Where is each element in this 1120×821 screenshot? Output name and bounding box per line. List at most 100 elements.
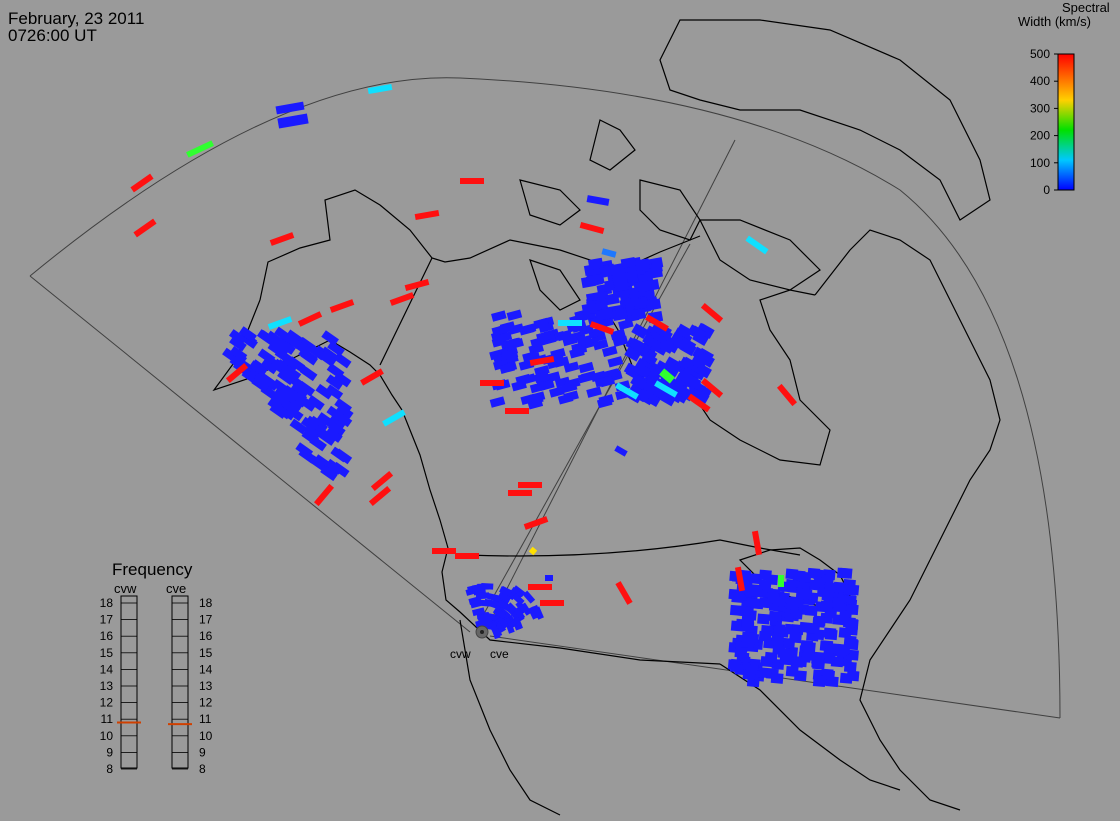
echo-cell <box>821 589 835 601</box>
frequency-title: Frequency <box>112 560 193 579</box>
echo-cell <box>274 348 293 364</box>
arctic-islands-3 <box>519 179 581 226</box>
echo-cell <box>684 373 702 390</box>
arctic-islands-2 <box>639 179 701 241</box>
echo-cell <box>578 361 595 374</box>
echo-cell <box>558 320 582 326</box>
echo-cell <box>315 383 334 400</box>
frequency-bar-cve <box>171 595 189 769</box>
echo-cell <box>634 258 651 271</box>
echo-cell <box>274 326 292 343</box>
echo-cell <box>581 302 598 315</box>
echo-cell <box>506 337 522 349</box>
echo-cell <box>499 586 513 597</box>
echo-cell <box>307 395 325 411</box>
echo-cell <box>289 418 308 435</box>
echo-cell <box>692 389 710 405</box>
frequency-panel: Frequency cvw cve 18 18 17 17 16 16 15 15 14 14 13… <box>100 560 213 776</box>
echo-cell <box>529 391 546 403</box>
date-label: February, 23 2011 <box>8 9 145 28</box>
echo-cells <box>130 83 860 688</box>
echo-cell <box>598 308 615 321</box>
echo-cell <box>382 409 406 427</box>
echo-cell <box>760 625 774 637</box>
echo-cell <box>766 592 780 604</box>
echo-cell <box>329 412 348 429</box>
echo-cell <box>325 384 344 401</box>
echo-cell <box>510 586 524 599</box>
echo-cell <box>257 348 276 365</box>
echo-cell <box>614 445 628 457</box>
echo-cell <box>490 624 501 638</box>
echo-cell <box>295 442 314 458</box>
echo-cell <box>329 299 355 313</box>
echo-cell <box>630 374 648 390</box>
frequency-ticks: 18 18 17 17 16 16 15 15 14 14 13 13 12 12 11 11 10 10 9 9 8 8 <box>100 596 213 776</box>
echo-cell <box>497 615 510 629</box>
echo-cell <box>749 573 763 585</box>
echo-cell <box>498 322 514 335</box>
echo-cell <box>287 356 306 373</box>
echo-cell <box>481 599 494 607</box>
echo-cell <box>540 600 564 606</box>
echo-cell <box>742 668 756 680</box>
echo-cell <box>480 380 504 386</box>
echo-cell <box>522 590 536 604</box>
labrador-coast <box>814 229 1001 561</box>
echo-cell <box>811 653 824 665</box>
echo-cell <box>259 373 277 389</box>
echo-cell <box>770 672 784 684</box>
echo-cell <box>389 292 415 306</box>
echo-cell <box>687 324 705 341</box>
echo-cell <box>697 352 715 368</box>
echo-cell <box>636 280 653 293</box>
frequency-tick-label: 14 <box>100 662 114 676</box>
echo-cell <box>778 575 784 587</box>
us-canada-border <box>465 539 801 557</box>
echo-cell <box>225 362 249 384</box>
alaska-south-coast <box>212 299 449 549</box>
echo-cell <box>630 308 647 321</box>
echo-cell <box>776 383 798 407</box>
echo-cell <box>539 379 555 391</box>
echo-cell <box>757 613 770 625</box>
echo-cell <box>825 676 839 688</box>
echo-cell <box>186 140 214 158</box>
echo-cell <box>647 266 663 279</box>
echo-cell <box>589 321 615 335</box>
fov-outer-arc <box>29 77 1061 719</box>
echo-cell <box>579 221 605 235</box>
frequency-tick-label: 9 <box>106 745 113 759</box>
echo-cell <box>549 386 565 398</box>
spectral-width-colorbar: Spectral Width (km/s) 500 400 300 200 100 0 <box>1018 0 1110 197</box>
echo-cell <box>506 309 523 321</box>
echo-cell <box>520 373 537 385</box>
echo-cell <box>325 427 343 443</box>
echo-cell <box>318 430 336 446</box>
echo-cell <box>562 334 578 347</box>
east-coast <box>859 559 961 811</box>
frequency-tick-label: 16 <box>199 629 213 643</box>
echo-cell <box>368 485 392 507</box>
echo-cell <box>327 340 345 357</box>
echo-cell <box>586 386 602 398</box>
fov-cve-beam-edge <box>485 139 736 631</box>
echo-cell <box>790 656 804 668</box>
echo-cell <box>360 368 384 386</box>
echo-cell <box>511 592 525 606</box>
echo-cell <box>737 605 751 617</box>
echo-cell <box>327 421 346 437</box>
arctic-islands-1 <box>589 119 636 171</box>
echo-cell <box>845 638 858 650</box>
echo-cell <box>690 354 708 371</box>
frequency-bar-cvw <box>120 595 138 769</box>
echo-cell <box>768 610 782 622</box>
echo-cell <box>601 248 617 258</box>
echo-cell <box>518 482 542 488</box>
echo-cell <box>786 598 799 610</box>
echo-cell <box>536 330 552 343</box>
echo-cell <box>318 351 337 367</box>
echo-cell <box>513 616 524 631</box>
echo-cell <box>843 661 857 673</box>
